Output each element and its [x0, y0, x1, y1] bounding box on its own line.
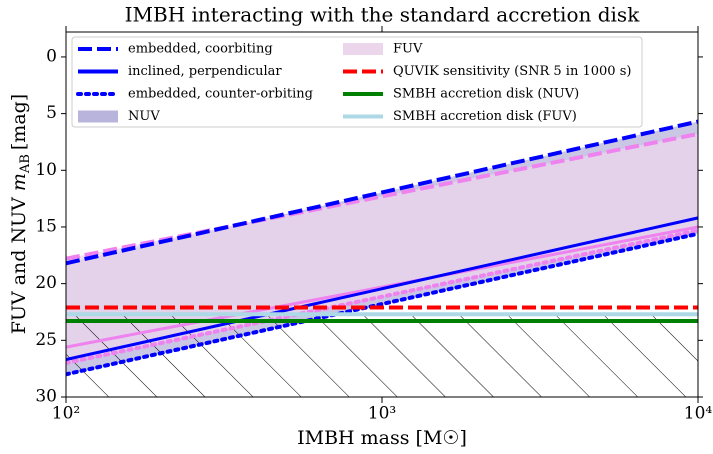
legend-swatch — [78, 110, 118, 123]
line — [66, 231, 698, 377]
y-tick-label: 20 — [35, 273, 57, 293]
legend-swatch — [343, 43, 383, 55]
legend-label: inclined, perpendicular — [128, 64, 282, 79]
legend-label: SMBH accretion disk (FUV) — [393, 109, 577, 124]
legend-label: embedded, counter-orbiting — [128, 87, 313, 102]
chart-title: IMBH interacting with the standard accre… — [125, 3, 641, 27]
legend-label: embedded, coorbiting — [128, 42, 273, 57]
legend-label: SMBH accretion disk (NUV) — [393, 87, 579, 102]
line — [66, 228, 698, 365]
x-tick-label: 10⁴ — [684, 404, 713, 424]
y-label-text: FUV and NUV — [8, 197, 30, 334]
legend-box — [71, 36, 643, 128]
y-tick-label: 30 — [35, 387, 57, 407]
y-tick-label: 5 — [46, 103, 57, 123]
line — [66, 216, 698, 362]
legend-label: FUV — [393, 42, 423, 57]
y-label-sub: AB — [18, 154, 33, 174]
legend-label: NUV — [128, 109, 160, 124]
y-tick-label: 0 — [46, 46, 57, 66]
x-tick-label: 10³ — [368, 404, 396, 424]
y-label-var: m — [8, 173, 30, 191]
plot-area — [66, 119, 698, 397]
x-tick-label: 10² — [52, 404, 80, 424]
y-tick-label: 10 — [35, 160, 57, 180]
y-tick-label: 25 — [35, 330, 57, 350]
line — [66, 225, 698, 349]
legend-label: QUVIK sensitivity (SNR 5 in 1000 s) — [393, 64, 631, 79]
x-axis-label: IMBH mass [M☉] — [297, 427, 467, 449]
line — [66, 119, 698, 266]
y-axis-label: FUV and NUV mAB [mag] — [8, 94, 33, 334]
y-tick-label: 15 — [35, 216, 57, 236]
legend: embedded, coorbiting inclined, perpendicu… — [71, 36, 643, 128]
y-label-unit: [mag] — [8, 94, 30, 150]
